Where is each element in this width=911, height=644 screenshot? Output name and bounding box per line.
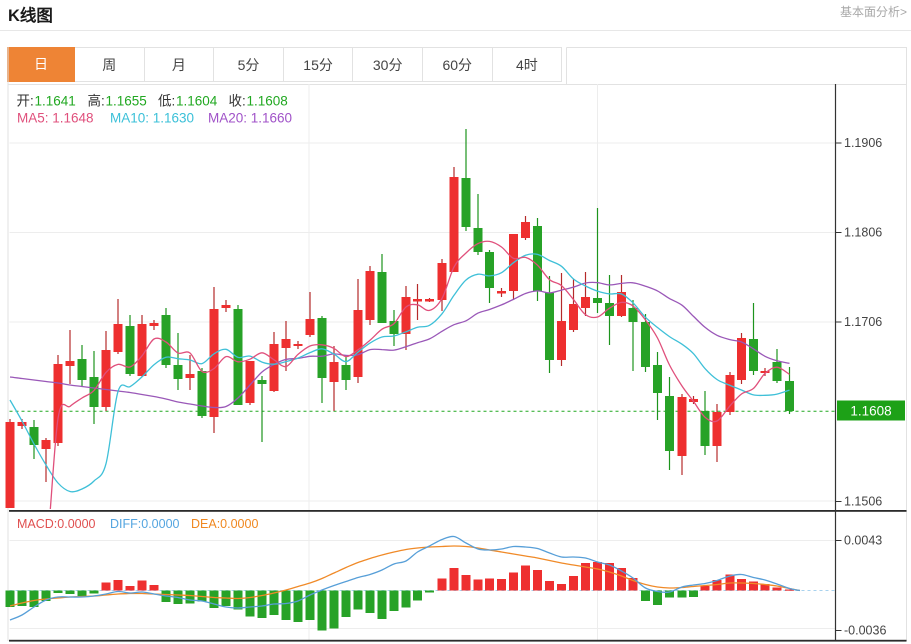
svg-text:开:: 开: bbox=[17, 94, 34, 109]
svg-text:1.1806: 1.1806 bbox=[844, 226, 882, 240]
svg-text:收:: 收: bbox=[229, 94, 246, 109]
svg-text:低:: 低: bbox=[158, 94, 175, 109]
svg-text:MA20: 1.1660: MA20: 1.1660 bbox=[208, 111, 292, 126]
svg-text:1.1604: 1.1604 bbox=[176, 94, 218, 109]
svg-text:高:: 高: bbox=[88, 93, 105, 109]
svg-text:MA10: 1.1630: MA10: 1.1630 bbox=[110, 111, 194, 126]
svg-text:1.1608: 1.1608 bbox=[247, 94, 288, 109]
svg-text:1.1506: 1.1506 bbox=[844, 495, 882, 509]
svg-text:1.1641: 1.1641 bbox=[35, 94, 76, 109]
svg-text:-0.0036: -0.0036 bbox=[844, 624, 886, 638]
svg-text:DEA:0.0000: DEA:0.0000 bbox=[191, 517, 258, 531]
svg-text:1.1906: 1.1906 bbox=[844, 136, 882, 150]
svg-text:DIFF:0.0000: DIFF:0.0000 bbox=[110, 517, 180, 531]
svg-text:1.1608: 1.1608 bbox=[850, 403, 891, 418]
svg-text:MACD:0.0000: MACD:0.0000 bbox=[17, 517, 96, 531]
svg-text:0.0043: 0.0043 bbox=[844, 534, 882, 548]
svg-text:1.1655: 1.1655 bbox=[106, 94, 147, 109]
svg-text:MA5: 1.1648: MA5: 1.1648 bbox=[17, 111, 94, 126]
svg-text:1.1706: 1.1706 bbox=[844, 315, 882, 329]
